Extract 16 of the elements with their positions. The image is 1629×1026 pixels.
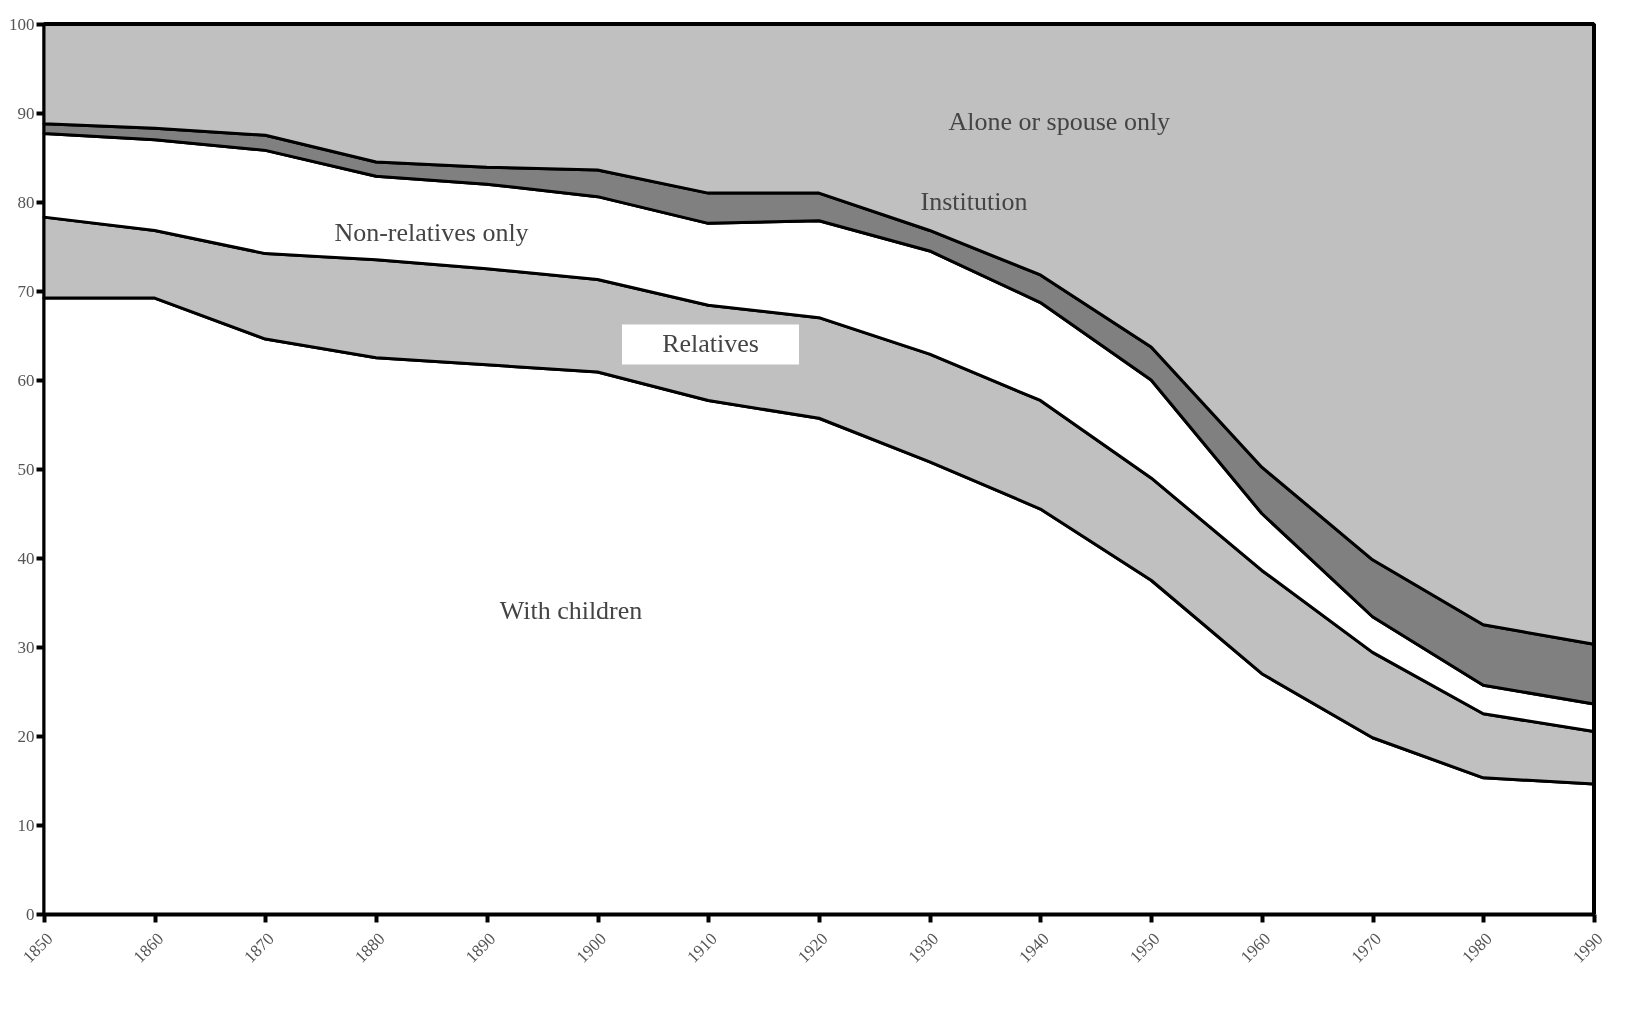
series-label: Non-relatives only — [334, 218, 529, 248]
y-tick-label: 80 — [17, 192, 35, 212]
series-label: Alone or spouse only — [948, 106, 1171, 136]
y-tick-label: 60 — [17, 370, 35, 390]
y-tick-label: 20 — [17, 726, 35, 746]
y-tick-label: 10 — [17, 815, 35, 835]
series-label: Institution — [920, 187, 1028, 216]
y-tick-label: 0 — [26, 904, 35, 924]
y-tick-label: 50 — [17, 459, 35, 479]
y-tick-label: 70 — [17, 281, 35, 301]
series-label: Relatives — [662, 329, 759, 359]
y-tick-label: 30 — [17, 637, 35, 657]
y-tick-label: 90 — [17, 103, 35, 123]
y-tick-label: 40 — [17, 548, 35, 568]
series-label: With children — [499, 596, 643, 626]
y-tick-label: 100 — [9, 14, 35, 34]
